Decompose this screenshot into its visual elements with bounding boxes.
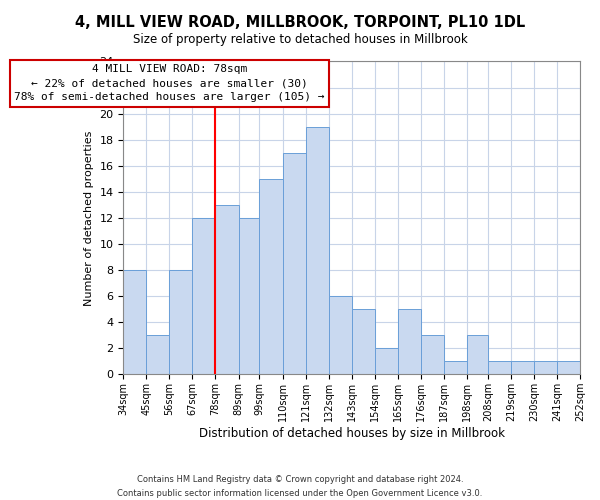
Text: 4 MILL VIEW ROAD: 78sqm
← 22% of detached houses are smaller (30)
78% of semi-de: 4 MILL VIEW ROAD: 78sqm ← 22% of detache… <box>14 64 325 102</box>
Bar <box>444 362 467 374</box>
Text: 4, MILL VIEW ROAD, MILLBROOK, TORPOINT, PL10 1DL: 4, MILL VIEW ROAD, MILLBROOK, TORPOINT, … <box>75 15 525 30</box>
Y-axis label: Number of detached properties: Number of detached properties <box>84 130 94 306</box>
Text: Size of property relative to detached houses in Millbrook: Size of property relative to detached ho… <box>133 32 467 46</box>
X-axis label: Distribution of detached houses by size in Millbrook: Distribution of detached houses by size … <box>199 427 505 440</box>
Bar <box>239 218 259 374</box>
Bar <box>398 309 421 374</box>
Bar <box>467 335 488 374</box>
Bar <box>488 362 511 374</box>
Bar <box>259 179 283 374</box>
Bar <box>511 362 534 374</box>
Bar <box>329 296 352 374</box>
Bar <box>421 335 444 374</box>
Bar <box>375 348 398 374</box>
Bar <box>146 335 169 374</box>
Bar <box>169 270 193 374</box>
Bar <box>193 218 215 374</box>
Bar <box>283 152 305 374</box>
Bar <box>352 309 375 374</box>
Bar <box>215 205 239 374</box>
Text: Contains HM Land Registry data © Crown copyright and database right 2024.
Contai: Contains HM Land Registry data © Crown c… <box>118 476 482 498</box>
Bar <box>305 126 329 374</box>
Bar <box>534 362 557 374</box>
Bar <box>557 362 580 374</box>
Bar <box>124 270 146 374</box>
